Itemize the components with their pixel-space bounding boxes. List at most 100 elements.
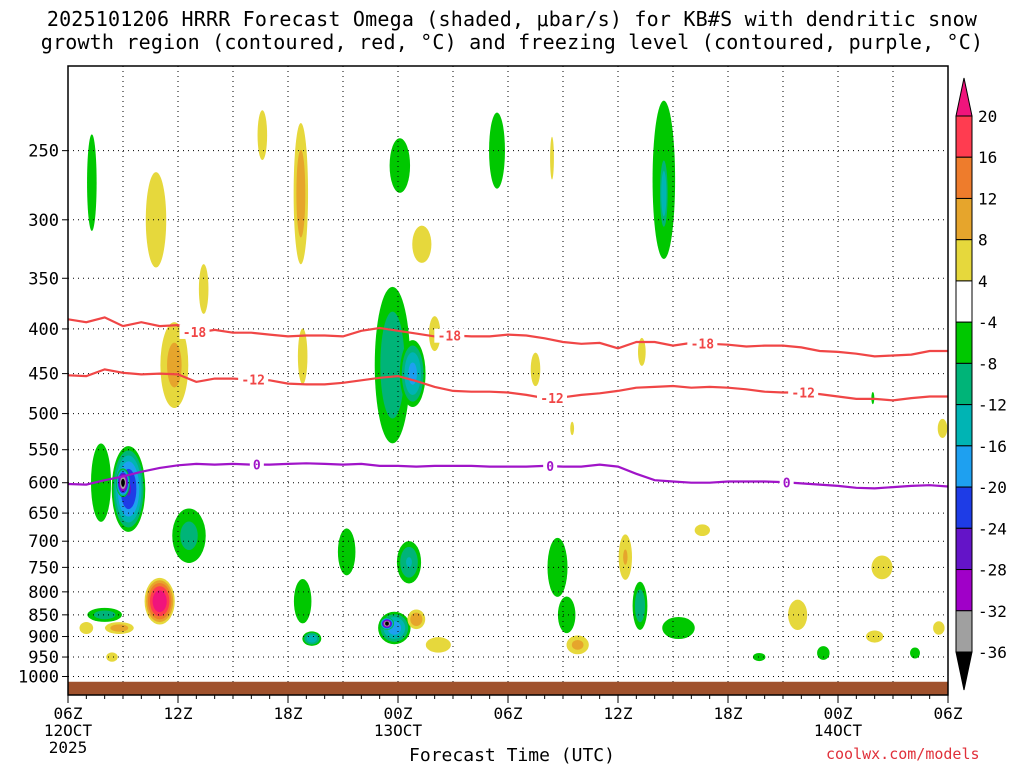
ground-surface — [68, 681, 948, 695]
x-tick-label: 12Z — [164, 704, 193, 723]
omega-feature — [659, 152, 669, 235]
omega-feature — [909, 647, 921, 659]
x-tick-label: 00Z — [384, 704, 413, 723]
omega-contour-fill — [412, 225, 432, 263]
omega-feature — [788, 599, 808, 631]
chart-title-line-2: growth region (contoured, red, °C) and f… — [40, 30, 984, 54]
omega-contour-fill — [638, 337, 646, 366]
colorbar-label: -8 — [978, 354, 997, 373]
y-tick-label: 350 — [28, 269, 59, 289]
colorbar-bin — [955, 362, 973, 406]
chart-title: 2025101206 HRRR Forecast Omega (shaded, … — [0, 8, 1024, 54]
isotherm-label: -12 — [540, 392, 563, 407]
isotherm-line — [68, 462, 948, 490]
omega-contour-fill — [79, 621, 94, 635]
y-tick-label: 400 — [28, 320, 59, 340]
omega-feature — [87, 134, 97, 231]
colorbar-max-arrow — [955, 77, 973, 117]
omega-feature — [302, 631, 322, 646]
colorbar-bin — [955, 156, 973, 199]
omega-feature — [407, 609, 426, 630]
colorbar-label: -16 — [978, 437, 1007, 456]
isotherm-label-bg — [543, 459, 558, 474]
colorbar-bin — [955, 239, 973, 282]
omega-feature — [632, 581, 648, 630]
colorbar-label: 12 — [978, 189, 997, 208]
omega-feature — [550, 136, 554, 180]
colorbar-bin — [955, 321, 973, 364]
omega-feature — [866, 630, 884, 643]
omega-contour-fill — [380, 311, 405, 419]
omega-feature — [198, 264, 209, 314]
omega-contour-fill — [752, 652, 766, 662]
omega-contour-fill — [909, 647, 921, 659]
isotherm-label-bg — [687, 336, 718, 351]
omega-feature — [547, 537, 568, 597]
omega-contour-fill — [145, 172, 167, 268]
omega-contour-fill — [547, 537, 568, 597]
omega-feature — [293, 579, 312, 624]
omega-contour-fill — [296, 149, 306, 238]
omega-feature — [297, 328, 308, 385]
colorbar-label: -4 — [978, 313, 997, 332]
y-tick-label: 550 — [28, 441, 59, 461]
isotherm-label-bg — [434, 328, 465, 343]
omega-feature — [104, 622, 134, 634]
y-tick-label: 300 — [28, 211, 59, 231]
omega-feature — [752, 652, 766, 662]
omega-feature — [389, 138, 411, 193]
omega-contour-fill — [385, 621, 389, 626]
x-tick-label: 06Z — [934, 704, 963, 723]
colorbar-label: 20 — [978, 107, 997, 126]
omega-feature — [570, 421, 575, 436]
colorbar-bin — [955, 197, 973, 241]
colorbar-label: -12 — [978, 396, 1007, 415]
colorbar-bin — [955, 115, 973, 158]
omega-contour-fill — [634, 589, 646, 623]
omega-contour-fill — [337, 528, 356, 576]
omega-contour-fill — [152, 590, 167, 613]
omega-contour-fill — [866, 630, 884, 643]
omega-contour-fill — [425, 637, 451, 653]
omega-feature — [425, 637, 451, 653]
x-tick-label: 18Z — [274, 704, 303, 723]
omega-shading — [79, 100, 948, 662]
y-tick-label: 700 — [28, 532, 59, 552]
isotherm-label: -12 — [241, 374, 264, 389]
y-tick-label: 950 — [28, 648, 59, 668]
isotherm-label: 0 — [546, 460, 554, 475]
omega-feature — [530, 352, 541, 387]
omega-contour-fill — [550, 136, 554, 180]
omega-contour-fill — [167, 342, 182, 388]
x-tick-date-label: 12OCT — [44, 721, 93, 740]
chart-title-line-1: 2025101206 HRRR Forecast Omega (shaded, … — [46, 7, 978, 31]
omega-feature — [662, 616, 695, 640]
ground-below-surface — [68, 681, 948, 695]
omega-feature — [293, 123, 309, 265]
colorbar-label: -32 — [978, 602, 1007, 621]
omega-contour-fill — [933, 621, 945, 635]
omega-contour-fill — [389, 138, 411, 193]
omega-feature — [399, 340, 426, 408]
omega-contour-fill — [106, 652, 118, 662]
x-tick-label: 00Z — [824, 704, 853, 723]
omega-contour-fill — [570, 421, 575, 436]
omega-colorbar: 20 16 12 8 4 -4 -8 -12 -16 -20 -24 -28 -32 -36 — [955, 77, 1007, 691]
grid-lines — [68, 66, 948, 695]
colorbar-bin — [955, 404, 973, 447]
omega-feature — [412, 225, 432, 263]
y-tick-label: 500 — [28, 405, 59, 425]
omega-contour-fill — [662, 616, 695, 640]
omega-contour-fill — [306, 634, 318, 643]
omega-feature — [396, 541, 422, 584]
omega-feature — [172, 508, 206, 564]
omega-contour-fill — [788, 599, 808, 631]
omega-feature — [933, 621, 945, 635]
omega-contour-fill — [257, 110, 268, 161]
omega-contour-fill — [410, 612, 423, 626]
colorbar-label: -28 — [978, 561, 1007, 580]
isotherm-label-bg — [238, 372, 269, 387]
omega-feature — [337, 528, 356, 576]
omega-contour-fill — [694, 524, 710, 537]
isotherm-label: 0 — [253, 459, 261, 474]
